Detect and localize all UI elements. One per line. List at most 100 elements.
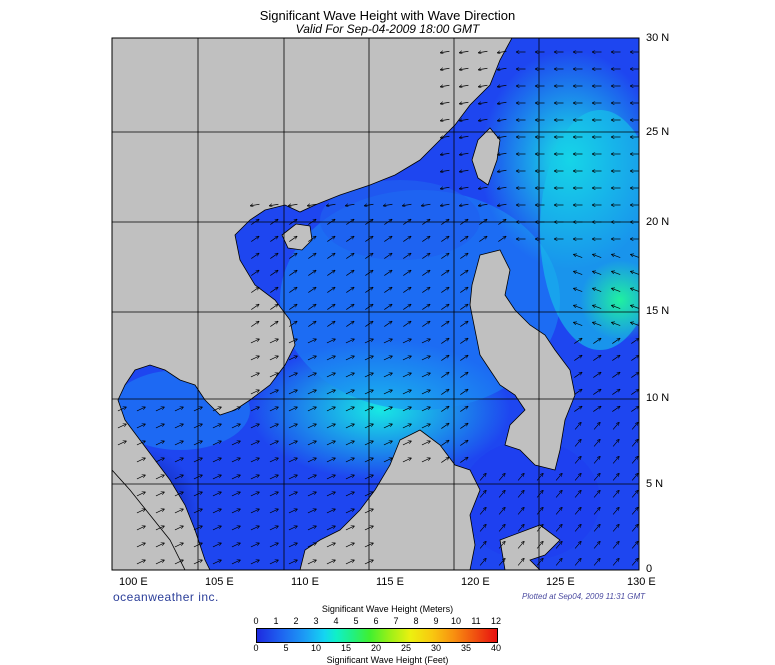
wave-arrow (327, 253, 334, 259)
wave-arrow (384, 236, 391, 242)
wave-arrow (174, 526, 183, 531)
feet-tick: 35 (460, 643, 472, 653)
wave-arrow (345, 492, 354, 497)
wave-arrow (231, 407, 240, 412)
wave-arrow (212, 407, 221, 412)
wave-arrow (498, 508, 505, 515)
wave-arrow (612, 474, 619, 481)
wave-arrow (574, 288, 583, 292)
wave-arrow (441, 119, 450, 121)
wave-arrow (612, 305, 621, 309)
wave-arrow (421, 441, 430, 446)
wave-arrow (308, 304, 315, 310)
wave-arrow (498, 68, 507, 70)
wave-arrow (498, 236, 505, 242)
wave-arrow (498, 119, 507, 121)
wave-arrow (269, 424, 278, 429)
wave-arrow (593, 322, 602, 326)
wave-arrow (136, 458, 145, 463)
wave-arrow (136, 475, 145, 480)
wave-arrow (307, 356, 316, 361)
meters-tick: 0 (253, 616, 259, 626)
wave-arrow (345, 424, 354, 429)
wave-arrow (155, 458, 164, 463)
taiwan-island (471, 127, 501, 186)
wave-arrow (631, 525, 638, 532)
wave-arrow (402, 390, 411, 395)
wave-arrow (421, 424, 430, 429)
wave-arrow (174, 424, 183, 429)
wave-arrow (422, 253, 429, 259)
wave-arrow (384, 204, 393, 206)
wave-arrow (631, 338, 638, 344)
wave-arrow (593, 338, 600, 344)
wave-arrow (631, 355, 638, 361)
wave-arrow (327, 287, 334, 293)
wave-arrow (155, 543, 164, 548)
wave-arrow (117, 424, 126, 429)
meters-tick: 8 (413, 616, 419, 626)
wave-arrow (631, 372, 638, 378)
wave-arrow (346, 270, 353, 276)
wave-arrow (346, 321, 353, 327)
wave-arrow (421, 373, 430, 378)
wave-arrow (155, 526, 164, 531)
lat-label-20n: 20 N (646, 216, 670, 228)
wave-arrow (288, 356, 297, 361)
wave-arrow (498, 102, 507, 104)
wave-arrow (289, 270, 296, 276)
wave-arrow (250, 390, 259, 395)
wave-arrow (460, 423, 467, 429)
wave-arrow (251, 204, 260, 206)
wave-arrow (574, 525, 581, 532)
wave-arrow (308, 270, 315, 276)
lon-label-115e: 115 E (376, 576, 404, 588)
wave-arrow (555, 525, 562, 532)
wave-arrow (307, 560, 316, 565)
wave-arrow (403, 204, 412, 206)
wave-arrow (441, 170, 450, 172)
wave-arrow (441, 68, 450, 70)
wave-arrow (288, 441, 297, 446)
lat-label-5n: 5 N (646, 478, 664, 490)
wave-arrow (421, 390, 430, 395)
wave-arrow (593, 288, 602, 292)
wave-arrow (327, 304, 334, 310)
wave-arrow (612, 389, 619, 395)
wave-arrow (403, 321, 410, 327)
wave-arrow (441, 136, 450, 138)
wave-arrow (460, 136, 469, 138)
wave-arrow (593, 525, 600, 532)
wave-arrow (250, 560, 259, 565)
wave-arrow (307, 509, 316, 514)
wave-arrow (155, 407, 164, 412)
wave-arrow (212, 526, 221, 531)
wave-arrow (574, 254, 583, 258)
wave-arrow (307, 407, 316, 412)
wave-arrow (327, 270, 334, 276)
wave-arrow (288, 458, 297, 463)
wave-arrow (174, 441, 183, 446)
wave-arrow (269, 509, 278, 514)
wave-arrow (593, 559, 600, 566)
wave-arrow (307, 441, 316, 446)
wave-arrow (574, 457, 581, 464)
wave-arrow (460, 372, 467, 378)
wave-arrow (231, 441, 240, 446)
wave-arrow (326, 458, 335, 463)
wave-arrow (517, 542, 524, 549)
meters-tick: 12 (490, 616, 502, 626)
wave-arrow (231, 526, 240, 531)
wave-arrow (593, 355, 600, 361)
wave-arrow (631, 474, 638, 481)
wave-arrow (345, 526, 354, 531)
wave-arrow (326, 390, 335, 395)
wave-arrow (422, 236, 429, 242)
lon-label-125e: 125 E (546, 576, 575, 588)
lon-label-110e: 110 E (291, 576, 319, 588)
wave-arrow (270, 236, 277, 242)
map-title: Significant Wave Height with Wave Direct… (259, 8, 516, 23)
wave-arrow (326, 356, 335, 361)
wave-arrow (327, 236, 334, 242)
wave-arrow (479, 204, 488, 206)
